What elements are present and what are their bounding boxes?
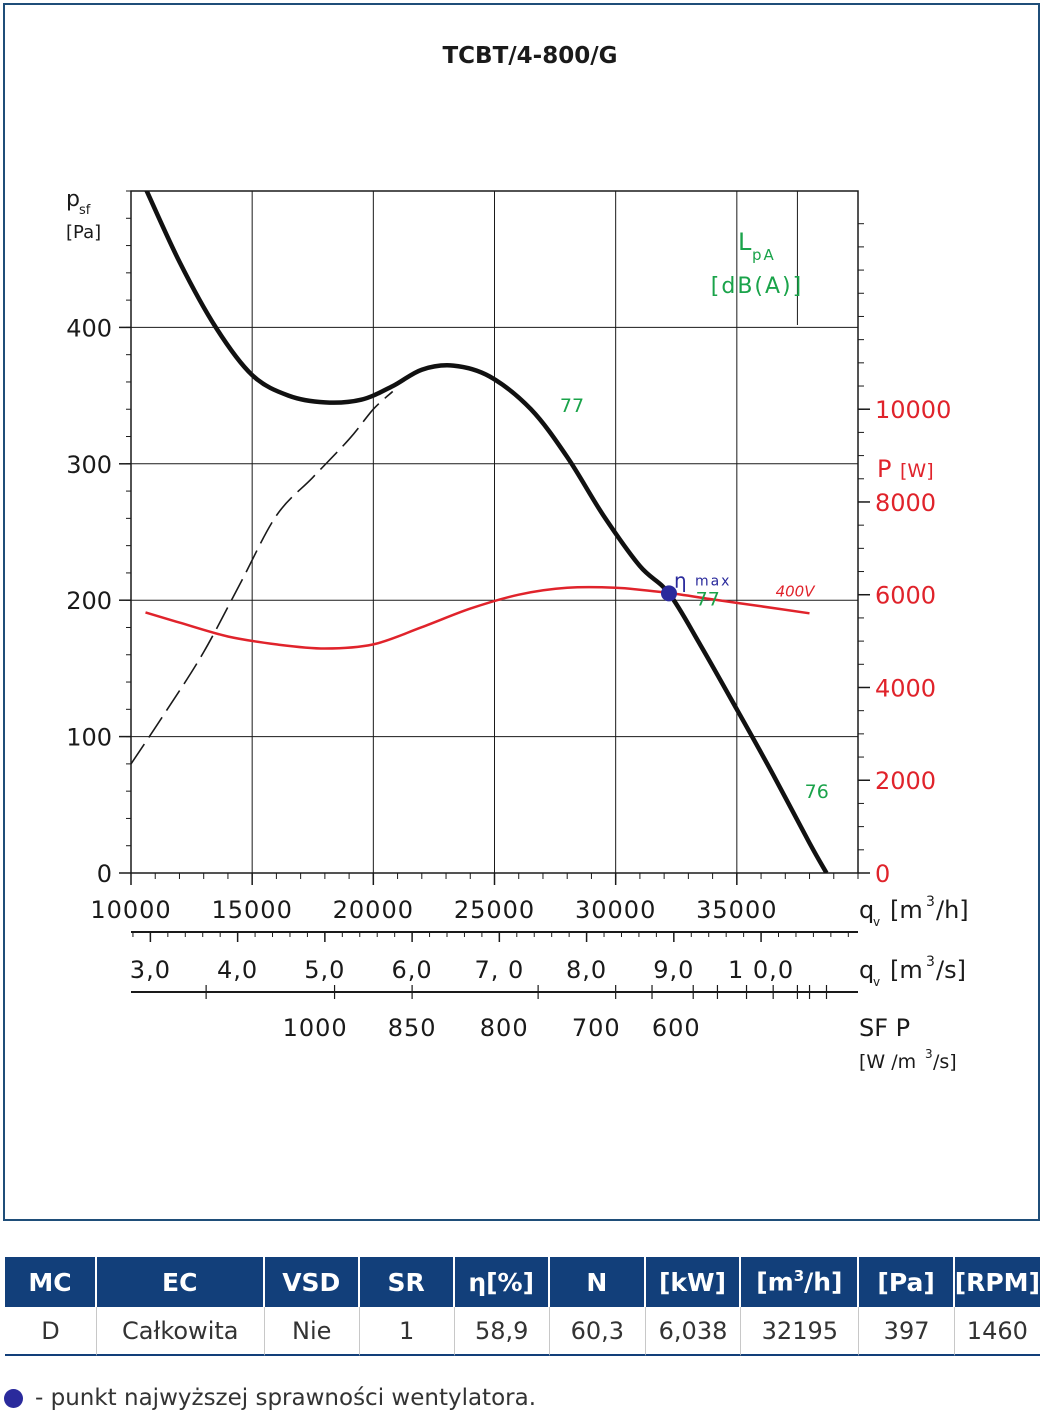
x-axis-unit-after: /h]	[936, 896, 969, 924]
y-tick-label: 200	[66, 587, 112, 615]
m3s-axis-unit-sup: 3	[926, 954, 935, 970]
y-tick-label: 100	[66, 724, 112, 752]
sound-level-label: 77	[560, 395, 584, 417]
header-m3h-after: /h]	[804, 1267, 843, 1297]
m3s-tick-label: 5,0	[304, 956, 345, 984]
header-rpm: [RPM]	[954, 1257, 1040, 1307]
eta-max-label-sub: max	[695, 573, 732, 589]
sfp-axis-unit-after: /s]	[933, 1051, 957, 1073]
cell-ec: Całkowita	[96, 1307, 265, 1356]
spec-table: MC EC VSD SR η[%] N [kW] [m3/h] [Pa] [RP…	[5, 1257, 1040, 1356]
sfp-axis-unit-sup: 3	[925, 1047, 933, 1061]
x-tick-label: 30000	[575, 896, 656, 924]
x-tick-label: 10000	[90, 896, 171, 924]
m3s-axis-label-sub: v	[873, 975, 880, 989]
legend-note: - punkt najwyższej sprawności wentylator…	[4, 1385, 536, 1411]
sfp-tick-label: 800	[480, 1014, 529, 1042]
header-m3h-base: [m	[756, 1267, 794, 1297]
eta-max-label: η	[674, 568, 687, 592]
y-axis-unit: [Pa]	[66, 222, 101, 243]
m3s-tick-label: 9,0	[653, 956, 694, 984]
sfp-tick-label: 1000	[283, 1014, 348, 1042]
m3s-axis-label: q	[859, 956, 874, 984]
spec-table-header-row: MC EC VSD SR η[%] N [kW] [m3/h] [Pa] [RP…	[5, 1257, 1040, 1307]
cell-mc: D	[5, 1307, 97, 1356]
y-tick-label: 300	[66, 451, 112, 479]
m3s-tick-label: 1 0,0	[728, 956, 794, 984]
sound-level-label: 76	[805, 781, 829, 803]
y2-tick-label: 10000	[875, 396, 951, 424]
y2-tick-label: 0	[875, 860, 890, 888]
cell-eta: 58,9	[454, 1307, 550, 1356]
cell-m3h: 32195	[741, 1307, 860, 1356]
x-tick-label: 20000	[333, 896, 414, 924]
m3s-tick-label: 7, 0	[474, 956, 524, 984]
y2-tick-label: 4000	[875, 674, 936, 702]
x-axis-unit: [m	[890, 896, 923, 924]
sfp-tick-label: 850	[388, 1014, 437, 1042]
m3s-tick-label: 6,0	[392, 956, 433, 984]
sound-level-label: 77	[696, 589, 720, 611]
y-tick-label: 400	[66, 314, 112, 342]
y-axis-label: p	[66, 187, 80, 212]
y-axis-label-sub: sf	[79, 203, 91, 218]
x-tick-label: 35000	[696, 896, 777, 924]
header-mc: MC	[5, 1257, 97, 1307]
series-pressure-line	[144, 191, 829, 873]
cell-pa: 397	[859, 1307, 955, 1356]
y2-tick-label: 6000	[875, 582, 936, 610]
legend-note-text: - punkt najwyższej sprawności wentylator…	[35, 1385, 537, 1411]
m3s-tick-label: 3,0	[130, 956, 171, 984]
x-axis-label: q	[859, 896, 874, 924]
chart-frame	[3, 3, 1040, 1221]
y-tick-label: 0	[97, 860, 112, 888]
eta-max-dot-icon	[4, 1388, 23, 1408]
m3s-axis-unit-after: /s]	[936, 956, 966, 984]
x-axis-unit-sup: 3	[926, 894, 935, 910]
series-system-line	[131, 390, 394, 765]
header-eta: η[%]	[454, 1257, 550, 1307]
sfp-tick-label: 600	[652, 1014, 701, 1042]
spec-table-row: D Całkowita Nie 1 58,9 60,3 6,038 32195 …	[5, 1307, 1040, 1356]
cell-sr: 1	[359, 1307, 455, 1356]
chart-title: TCBT/4-800/G	[442, 43, 617, 69]
sound-axis-label: L	[738, 228, 752, 256]
header-sr: SR	[359, 1257, 455, 1307]
m3s-tick-label: 4,0	[217, 956, 258, 984]
y2-axis-label: P	[877, 455, 891, 483]
eta-max-point	[660, 585, 677, 602]
x-axis-label-sub: v	[873, 915, 880, 929]
power-series-label: 400V	[776, 583, 817, 601]
cell-rpm: 1460	[954, 1307, 1040, 1356]
cell-n: 60,3	[549, 1307, 646, 1356]
header-m3h-sup: 3	[793, 1267, 805, 1286]
y2-axis-unit: [W]	[900, 460, 934, 482]
header-vsd: VSD	[264, 1257, 360, 1307]
header-ec: EC	[96, 1257, 265, 1307]
cell-vsd: Nie	[264, 1307, 360, 1356]
fan-performance-chart: TCBT/4-800/G 0 100 200 300 400 p sf [Pa] 0 2000 400…	[66, 43, 969, 1073]
cell-kw: 6,038	[645, 1307, 742, 1356]
sfp-axis-unit: [W /m	[859, 1051, 916, 1073]
m3s-tick-label: 8,0	[566, 956, 607, 984]
y2-tick-label: 2000	[875, 767, 936, 795]
x-tick-label: 25000	[454, 896, 535, 924]
sound-axis-label-sub: pA	[752, 246, 776, 264]
m3s-axis-unit: [m	[890, 956, 923, 984]
header-pa: [Pa]	[859, 1257, 955, 1307]
sfp-axis-label: SF P	[859, 1014, 910, 1042]
header-kw: [kW]	[645, 1257, 742, 1307]
header-n: N	[549, 1257, 646, 1307]
header-m3h: [m3/h]	[741, 1257, 860, 1307]
y2-tick-label: 8000	[875, 489, 936, 517]
sfp-tick-label: 700	[572, 1014, 621, 1042]
x-tick-label: 15000	[211, 896, 292, 924]
series-400v-line	[145, 585, 810, 650]
sound-axis-unit: [dB(A)]	[711, 274, 803, 299]
